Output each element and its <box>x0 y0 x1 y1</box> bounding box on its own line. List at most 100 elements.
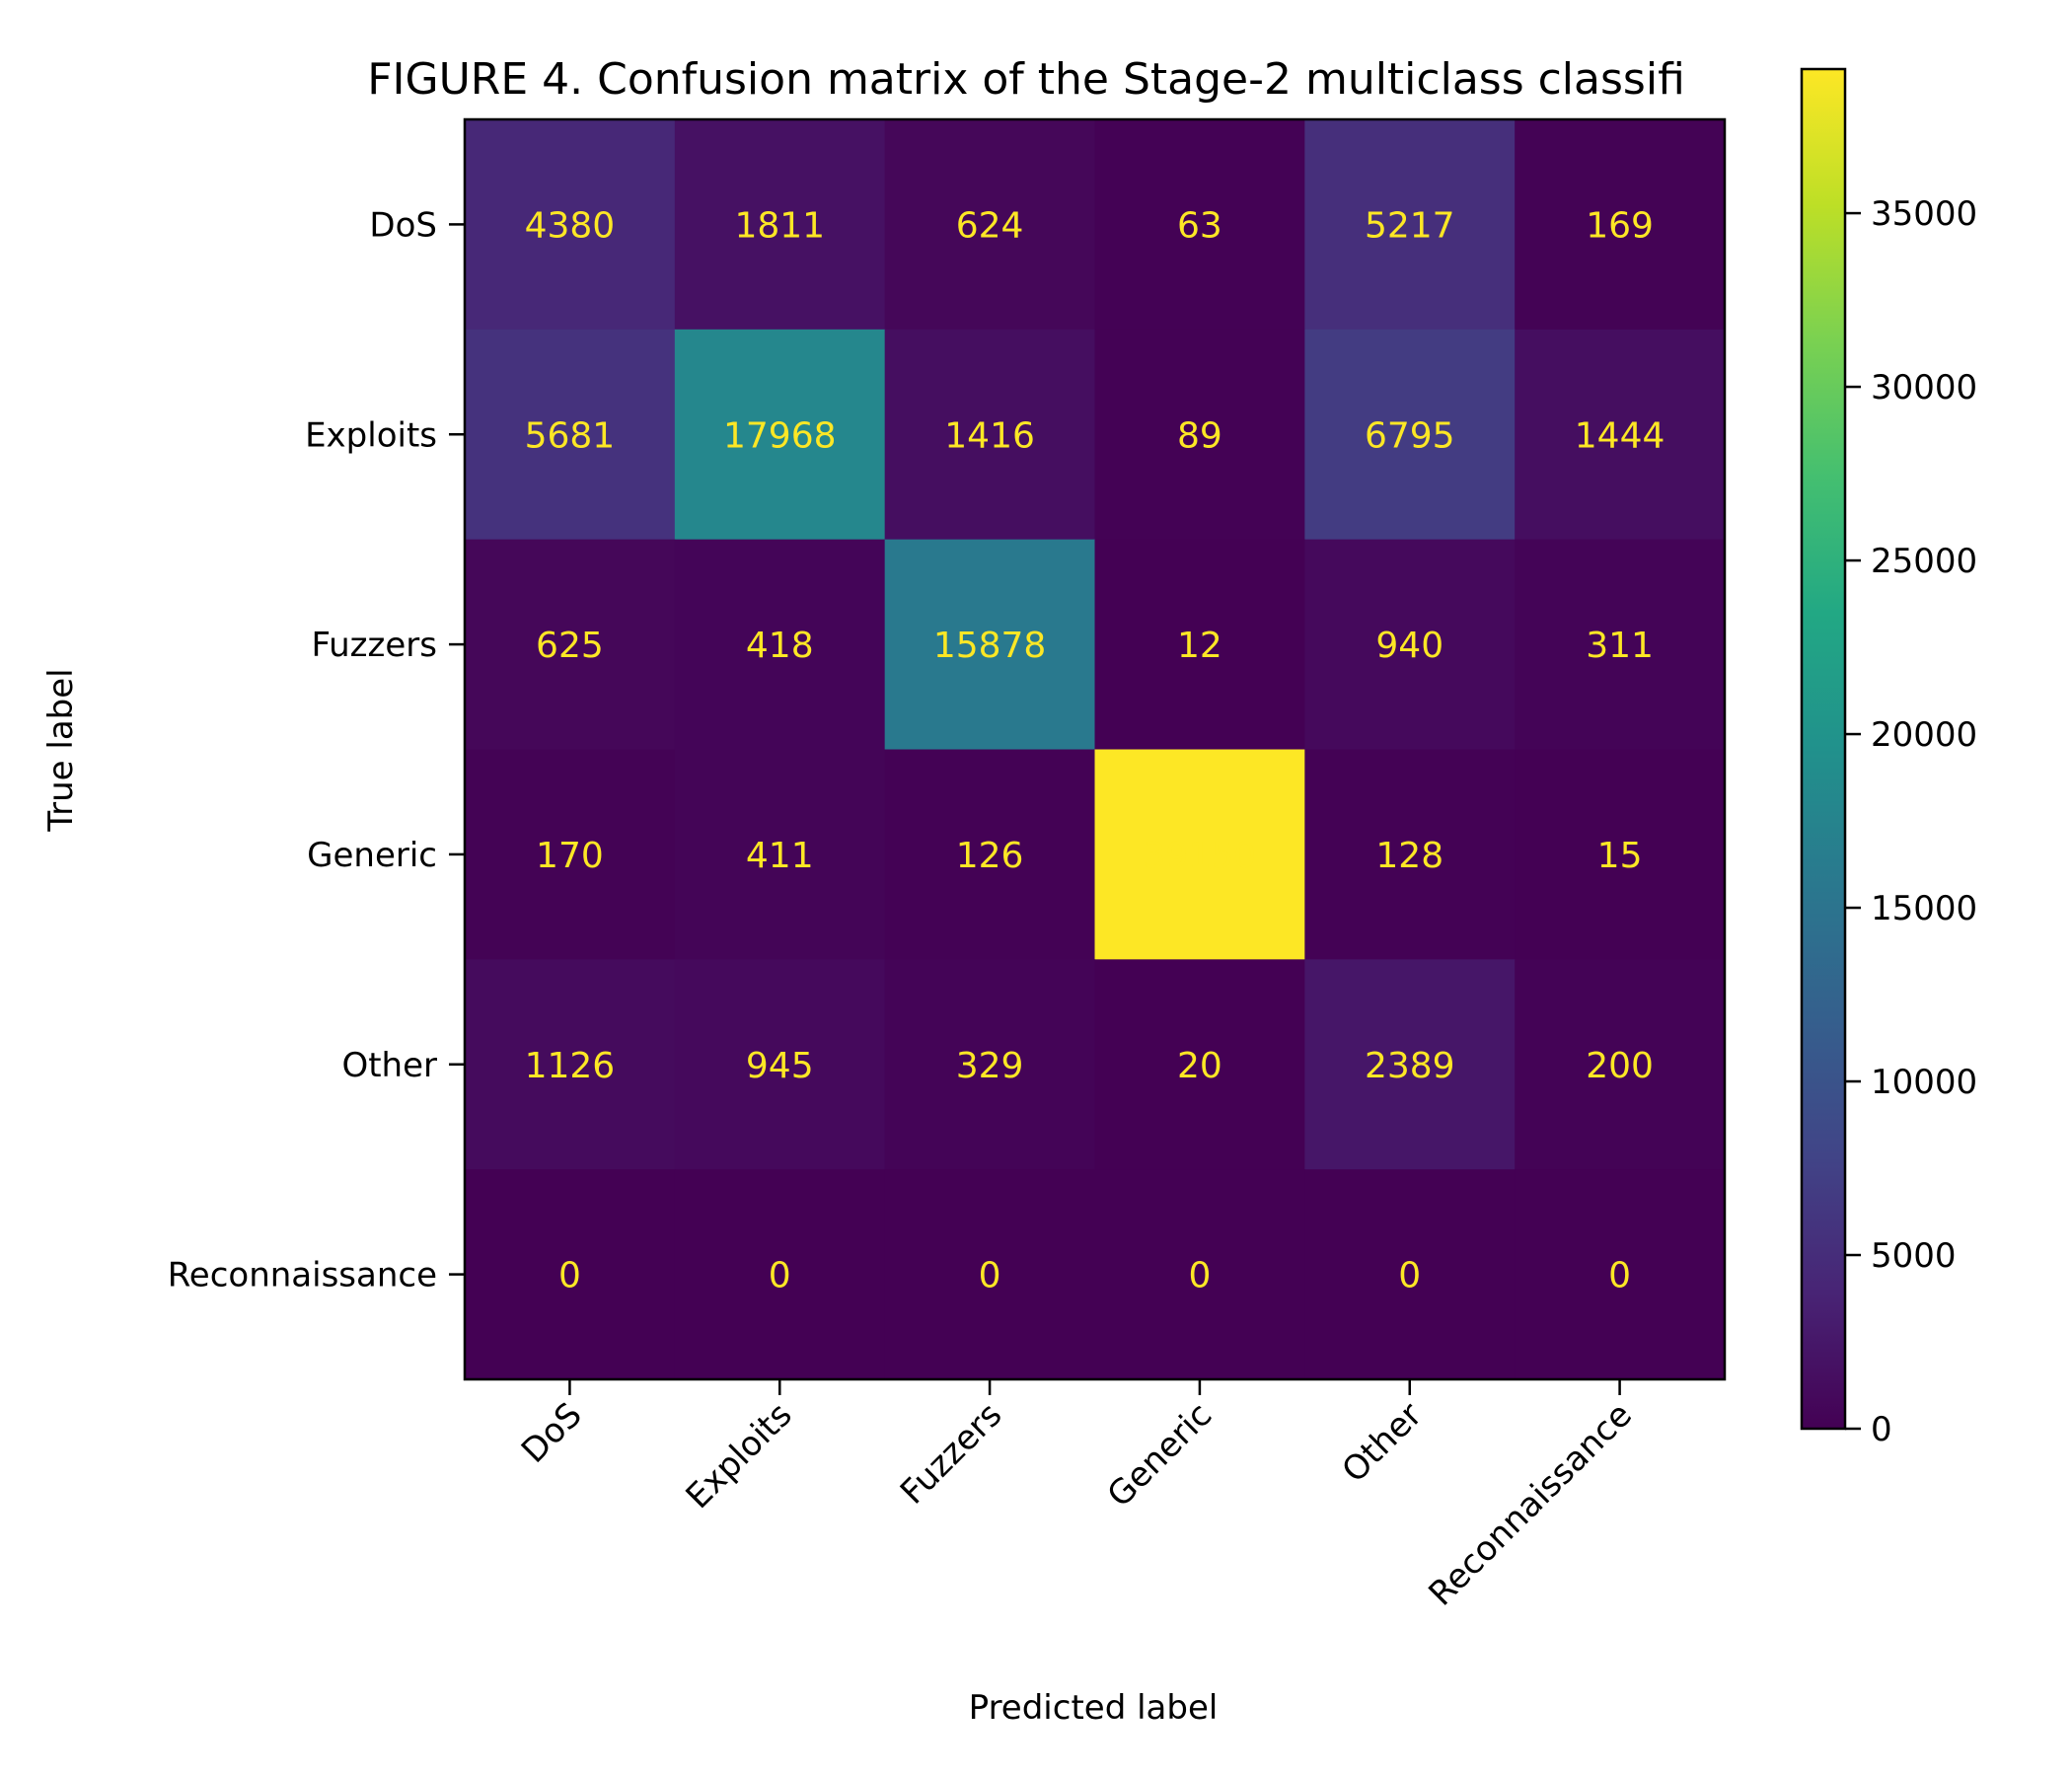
colorbar-frame <box>1800 67 1847 1431</box>
cell-value-label: 39150 <box>1144 836 1257 876</box>
heatmap-cell <box>1304 749 1516 960</box>
cell-value-label: 0 <box>1398 1256 1421 1296</box>
heatmap-cell <box>1094 959 1305 1170</box>
cell-value-label: 170 <box>536 836 604 876</box>
cell-value-label: 12 <box>1177 626 1222 666</box>
heatmap-cell <box>1515 1169 1726 1380</box>
heatmap-cell <box>674 539 886 751</box>
heatmap-cell <box>1304 119 1516 331</box>
cell-value-label: 624 <box>956 205 1024 246</box>
cell-value-label: 128 <box>1375 836 1443 876</box>
heatmap-cell <box>884 959 1096 1170</box>
colorbar-tick-label: 10000 <box>1871 1063 1977 1102</box>
cell-value-label: 311 <box>1586 626 1654 666</box>
heatmap-cell <box>1094 539 1305 751</box>
colorbar-tick-label: 15000 <box>1871 889 1977 928</box>
heatmap-cell <box>884 539 1096 751</box>
heatmap-cell <box>884 1169 1096 1380</box>
heatmap-cell <box>1304 1169 1516 1380</box>
colorbar-tick-label: 20000 <box>1871 715 1977 755</box>
y-axis-label: True label <box>41 668 81 832</box>
y-tick-label: Generic <box>307 836 437 875</box>
y-tick-label: Other <box>341 1046 437 1085</box>
heatmap-cell <box>884 329 1096 541</box>
cell-value-label: 1126 <box>525 1046 616 1086</box>
x-axis-label: Predicted label <box>969 1688 1219 1728</box>
cell-value-label: 329 <box>956 1046 1024 1086</box>
cell-value-label: 1811 <box>734 205 825 246</box>
heatmap-cell <box>1515 749 1726 960</box>
heatmap-cell <box>674 1169 886 1380</box>
cell-value-label: 0 <box>558 1256 581 1296</box>
heatmap-cell <box>1094 1169 1305 1380</box>
heatmap-cell <box>465 749 676 960</box>
colorbar-tick-label: 5000 <box>1871 1236 1957 1276</box>
cell-value-label: 0 <box>769 1256 791 1296</box>
cell-value-label: 15878 <box>933 626 1047 666</box>
heatmap-cell <box>465 119 676 331</box>
heatmap-cells <box>465 119 1726 1380</box>
heatmap-cell <box>674 329 886 541</box>
heatmap-cell <box>1515 329 1726 541</box>
x-tick-label: DoS <box>514 1395 590 1471</box>
cell-value-label: 5217 <box>1365 205 1455 246</box>
cell-value-label: 169 <box>1586 205 1654 246</box>
cell-value-label: 940 <box>1375 626 1443 666</box>
cell-value-label: 1444 <box>1575 415 1665 456</box>
colorbar-tick-label: 30000 <box>1871 368 1977 407</box>
y-tick-label: DoS <box>369 205 437 245</box>
heatmap-cell <box>465 959 676 1170</box>
cell-value-label: 126 <box>956 836 1024 876</box>
cell-value-label: 5681 <box>525 415 616 456</box>
heatmap-cell <box>1094 329 1305 541</box>
heatmap-cell <box>1304 539 1516 751</box>
heatmap-cell <box>1094 749 1305 960</box>
y-tick-label: Reconnaissance <box>168 1256 437 1295</box>
x-tick-label: Reconnaissance <box>1421 1395 1640 1614</box>
cell-value-label: 6795 <box>1365 415 1455 456</box>
heatmap-cell <box>465 1169 676 1380</box>
cell-value-label: 17968 <box>723 415 837 456</box>
cell-value-label: 4380 <box>525 205 616 246</box>
x-tick-label: Fuzzers <box>893 1395 1009 1512</box>
cell-value-label: 0 <box>1608 1256 1631 1296</box>
colorbar <box>1802 69 1845 1429</box>
heatmap-cell <box>674 959 886 1170</box>
x-tick-label: Generic <box>1100 1395 1221 1516</box>
heatmap-cell <box>1515 119 1726 331</box>
cell-value-label: 1416 <box>944 415 1035 456</box>
colorbar-tick-label: 35000 <box>1871 194 1977 234</box>
heatmap-cell <box>1515 959 1726 1170</box>
cell-value-label: 15 <box>1597 836 1643 876</box>
heatmap-cell <box>1094 119 1305 331</box>
heatmap-cell <box>1304 329 1516 541</box>
heatmap-cell <box>1304 959 1516 1170</box>
colorbar-tick-label: 0 <box>1871 1410 1892 1449</box>
heatmap-cell <box>884 119 1096 331</box>
plot-frame <box>463 117 1727 1381</box>
x-tick-label: Other <box>1335 1395 1431 1491</box>
colorbar-ticks: 0 5000 10000 15000 20000 25000 30000 35000 <box>1845 194 1977 1449</box>
x-axis-ticks: DoS Exploits Fuzzers Generic OtherReconnaiss… <box>514 1379 1640 1614</box>
heatmap-cell <box>1515 539 1726 751</box>
colorbar-tick-label: 25000 <box>1871 542 1977 581</box>
heatmap-cell <box>465 539 676 751</box>
cell-value-label: 0 <box>1188 1256 1211 1296</box>
cell-value-label: 625 <box>536 626 604 666</box>
heatmap-cell-values: 4380 1811 624 63 5217 169 5681 17968 1416 89 6795 1… <box>525 205 1665 1295</box>
cell-value-label: 418 <box>746 626 814 666</box>
cell-value-label: 89 <box>1177 415 1222 456</box>
heatmap-cell <box>884 749 1096 960</box>
heatmap-cell <box>674 119 886 331</box>
y-tick-label: Fuzzers <box>311 626 437 665</box>
cell-value-label: 2389 <box>1365 1046 1455 1086</box>
cell-value-label: 20 <box>1177 1046 1222 1086</box>
heatmap-cell <box>465 329 676 541</box>
cell-value-label: 411 <box>746 836 814 876</box>
y-tick-label: Exploits <box>305 415 437 455</box>
cell-value-label: 63 <box>1177 205 1222 246</box>
cell-value-label: 0 <box>979 1256 1001 1296</box>
heatmap-cell <box>674 749 886 960</box>
cell-value-label: 945 <box>746 1046 814 1086</box>
